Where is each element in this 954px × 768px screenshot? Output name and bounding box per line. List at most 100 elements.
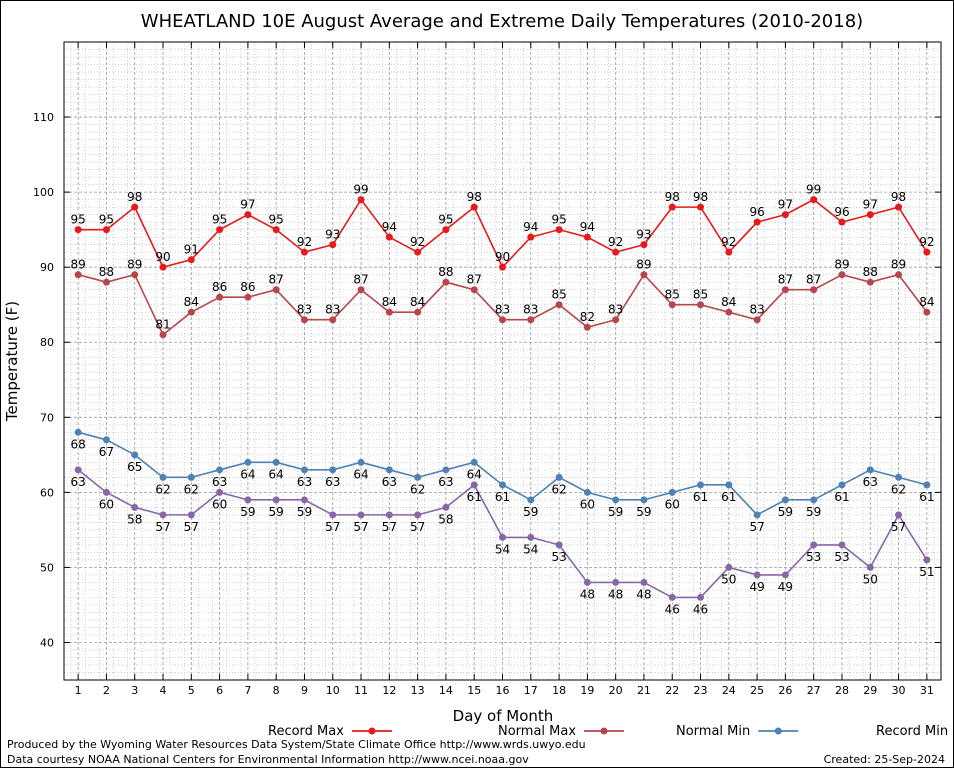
normal-min-point [838,481,846,489]
x-tick-label: 26 [778,684,792,697]
normal-min-data-label: 64 [467,467,482,481]
normal-min-point [668,488,676,496]
y-tick-label: 80 [40,336,54,349]
y-tick-label: 50 [40,561,54,574]
record-min-point [527,533,535,541]
x-tick-label: 6 [216,684,223,697]
normal-min-point [272,458,280,466]
legend-item-normal-max: Normal Max [498,724,625,739]
record-max-point [357,196,365,204]
record-max-data-label: 94 [523,220,538,234]
record-min-data-label: 50 [721,572,736,586]
legend-marker [600,727,608,735]
record-min-point [923,556,931,564]
record-min-point [357,511,365,519]
normal-max-point [499,316,506,324]
normal-max-point [555,301,563,309]
legend-item-normal-min: Normal Min [676,724,799,739]
normal-max-data-label: 84 [184,295,199,309]
normal-min-point [414,473,422,481]
normal-max-point [668,301,676,309]
record-min-point [612,578,620,586]
record-min-point [838,541,846,549]
record-min-data-label: 57 [325,520,340,534]
record-min-point [583,578,591,586]
record-min-point [753,571,761,579]
record-max-data-label: 95 [212,213,227,227]
record-max-data-label: 95 [99,213,114,227]
record-min-point [555,541,563,549]
normal-min-data-label: 62 [891,482,906,496]
record-min-point [102,488,110,496]
record-min-point [640,578,648,586]
normal-min-point [470,458,478,466]
x-tick-label: 21 [637,684,651,697]
normal-max-point [612,316,620,324]
record-max-point [866,211,874,219]
normal-min-data-label: 61 [693,490,708,504]
record-max-data-label: 90 [155,250,170,264]
x-tick-label: 14 [439,684,453,697]
record-min-data-label: 58 [127,512,142,526]
record-min-point [442,503,450,511]
record-max-data-label: 97 [778,198,793,212]
footer-data-courtesy: Data courtesy NOAA National Centers for … [7,753,529,766]
footer-produced-by: Produced by the Wyoming Water Resources … [7,738,586,751]
y-axis-ticks: 40 50 60 70 80 90 100 110 [33,111,941,649]
x-tick-label: 25 [750,684,764,697]
record-max-data-label: 98 [693,190,708,204]
series-normal-min: 68 67 65 62 62 63 64 64 63 63 64 63 62 63 64 61 59 62 60 59… [71,428,934,534]
record-min-data-label: 57 [353,520,368,534]
record-max-point [131,203,139,211]
x-tick-label: 20 [609,684,623,697]
normal-min-point [131,451,139,459]
record-min-data-label: 48 [608,587,623,601]
record-min-data-label: 46 [693,602,708,616]
normal-max-point [102,278,110,286]
normal-max-data-label: 85 [551,288,566,302]
record-min-point [810,541,818,549]
record-max-data-label: 93 [325,228,340,242]
x-tick-label: 8 [273,684,280,697]
normal-max-point [442,278,450,286]
record-max-data-label: 98 [127,190,142,204]
normal-max-point [697,301,705,309]
normal-min-data-label: 62 [410,482,425,496]
x-axis-ticks: 1 2 3 4 5 6 7 8 9 10 11 12 13 14 15 16 17 18 19 20 21 22 23 24 2… [75,42,934,697]
normal-max-point [725,308,733,316]
record-min-data-label: 57 [382,520,397,534]
normal-min-point [583,488,591,496]
normal-min-data-label: 64 [240,467,255,481]
normal-max-point [187,308,195,316]
normal-min-data-label: 67 [99,445,114,459]
normal-min-point [895,473,903,481]
record-min-point [499,533,506,541]
record-max-point [923,248,931,256]
y-tick-label: 90 [40,261,54,274]
record-max-data-label: 95 [551,213,566,227]
normal-max-point [470,286,478,294]
record-max-point [640,241,648,249]
normal-max-data-label: 85 [693,288,708,302]
normal-max-point [753,316,761,324]
normal-min-point [385,466,393,474]
x-tick-label: 17 [524,684,538,697]
record-min-data-label: 59 [269,505,284,519]
record-max-data-label: 94 [382,220,397,234]
normal-min-data-label: 57 [749,520,764,534]
record-max-point [159,263,167,271]
record-max-data-label: 92 [410,235,425,249]
x-tick-label: 23 [694,684,708,697]
record-min-point [216,488,224,496]
legend-label: Record Min [876,724,948,739]
normal-min-data-label: 59 [636,505,651,519]
normal-min-data-label: 61 [495,490,510,504]
record-max-data-label: 98 [665,190,680,204]
normal-min-data-label: 63 [297,475,312,489]
normal-max-data-label: 87 [353,273,368,287]
record-min-data-label: 46 [665,602,680,616]
record-min-data-label: 57 [184,520,199,534]
record-max-data-label: 90 [495,250,510,264]
record-min-data-label: 54 [523,542,538,556]
record-max-point [697,203,705,211]
